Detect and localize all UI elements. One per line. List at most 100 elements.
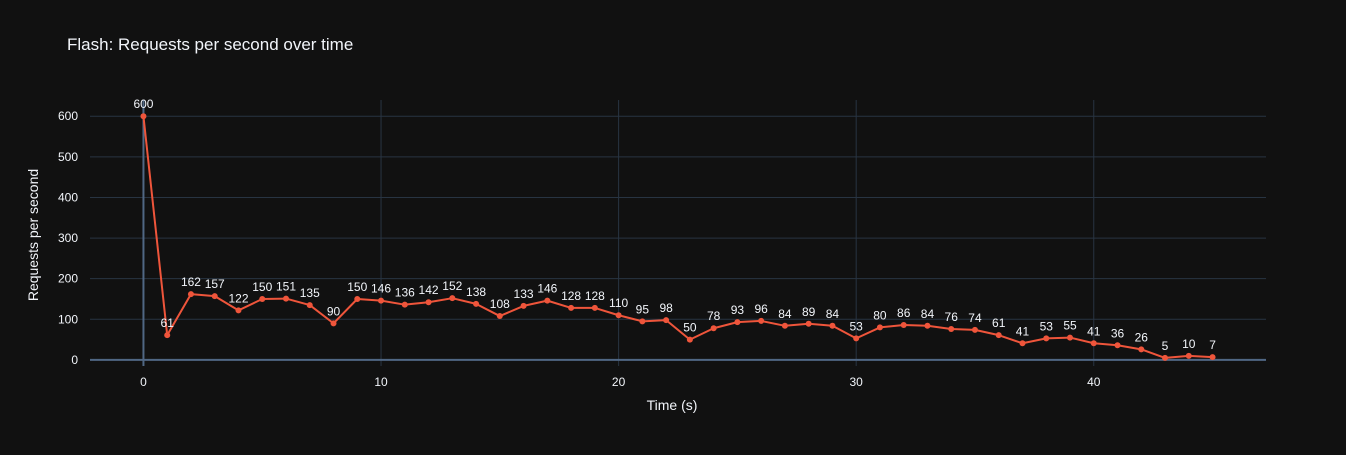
data-label: 10 bbox=[1182, 337, 1196, 351]
x-tick-label: 20 bbox=[612, 375, 626, 389]
data-label: 95 bbox=[636, 302, 650, 316]
data-label: 26 bbox=[1135, 330, 1149, 344]
data-label: 162 bbox=[181, 275, 201, 289]
data-label: 86 bbox=[897, 306, 911, 320]
data-label: 74 bbox=[968, 311, 982, 325]
data-label: 84 bbox=[921, 307, 935, 321]
data-point bbox=[1067, 334, 1073, 341]
data-label: 600 bbox=[133, 97, 153, 111]
data-point bbox=[354, 295, 361, 302]
data-point bbox=[876, 324, 883, 331]
data-point bbox=[140, 113, 147, 120]
data-point bbox=[853, 335, 860, 342]
chart-title: Flash: Requests per second over time bbox=[67, 35, 353, 54]
data-point bbox=[734, 319, 741, 326]
data-label: 84 bbox=[826, 307, 840, 321]
data-label: 90 bbox=[327, 304, 341, 318]
data-label: 61 bbox=[161, 316, 175, 330]
data-point bbox=[805, 320, 812, 327]
data-label: 41 bbox=[1087, 324, 1101, 338]
data-point bbox=[781, 322, 788, 329]
x-axis-title: Time (s) bbox=[647, 397, 698, 413]
data-label: 157 bbox=[205, 277, 225, 291]
x-tick-label: 40 bbox=[1087, 375, 1101, 389]
data-label: 122 bbox=[228, 291, 248, 305]
data-label: 136 bbox=[395, 286, 415, 300]
data-label: 150 bbox=[347, 280, 367, 294]
data-label: 152 bbox=[442, 279, 462, 293]
data-label: 96 bbox=[754, 302, 768, 316]
y-tick-label: 0 bbox=[71, 353, 78, 367]
data-label: 5 bbox=[1162, 339, 1169, 353]
data-point bbox=[330, 320, 337, 327]
data-label: 36 bbox=[1111, 326, 1125, 340]
data-point bbox=[187, 291, 194, 298]
y-axis-title: Requests per second bbox=[25, 169, 41, 301]
data-label: 93 bbox=[731, 303, 745, 317]
y-tick-label: 500 bbox=[58, 150, 78, 164]
data-point bbox=[924, 322, 931, 329]
grid-lines bbox=[90, 100, 1266, 366]
data-point bbox=[591, 304, 598, 311]
data-label: 135 bbox=[300, 286, 320, 300]
data-point bbox=[1019, 340, 1026, 347]
data-point bbox=[758, 317, 765, 324]
data-point bbox=[615, 312, 622, 319]
x-tick-label: 0 bbox=[140, 375, 147, 389]
data-label: 76 bbox=[945, 310, 959, 324]
data-point bbox=[425, 299, 432, 306]
data-point bbox=[401, 301, 408, 308]
data-point bbox=[1162, 354, 1169, 361]
data-point bbox=[710, 325, 717, 332]
data-point bbox=[259, 295, 266, 302]
y-tick-label: 400 bbox=[58, 190, 78, 204]
data-label: 110 bbox=[609, 296, 628, 310]
data-label: 84 bbox=[778, 307, 792, 321]
data-point bbox=[639, 318, 646, 325]
data-point bbox=[686, 336, 693, 343]
data-point bbox=[1043, 335, 1050, 342]
data-label: 53 bbox=[1040, 319, 1054, 333]
data-point bbox=[829, 322, 836, 329]
data-point bbox=[544, 297, 551, 304]
y-tick-label: 200 bbox=[58, 272, 78, 286]
series-line bbox=[142, 116, 1213, 359]
data-point bbox=[995, 332, 1002, 339]
data-label: 89 bbox=[802, 305, 816, 319]
data-point bbox=[235, 307, 242, 314]
data-point bbox=[971, 326, 978, 333]
data-label: 50 bbox=[683, 321, 697, 335]
data-label: 128 bbox=[585, 289, 605, 303]
data-point bbox=[378, 297, 385, 304]
data-point bbox=[948, 326, 955, 333]
data-point bbox=[520, 302, 527, 309]
data-label: 80 bbox=[873, 308, 887, 322]
data-point bbox=[496, 313, 503, 320]
data-label: 98 bbox=[659, 301, 673, 315]
x-tick-label: 30 bbox=[850, 375, 864, 389]
data-point bbox=[1090, 340, 1097, 347]
y-tick-label: 100 bbox=[58, 312, 78, 326]
data-label: 146 bbox=[371, 282, 391, 296]
data-point bbox=[568, 304, 575, 311]
data-point bbox=[1138, 346, 1145, 353]
x-tick-label: 10 bbox=[374, 375, 388, 389]
data-point bbox=[663, 317, 670, 324]
data-label: 53 bbox=[850, 319, 864, 333]
y-tick-label: 600 bbox=[58, 109, 78, 123]
data-point bbox=[473, 300, 480, 307]
data-label: 142 bbox=[419, 283, 439, 297]
data-point bbox=[900, 321, 907, 328]
data-label: 41 bbox=[1016, 324, 1030, 338]
data-label: 128 bbox=[561, 289, 581, 303]
series-line-group bbox=[140, 113, 1216, 361]
data-label: 78 bbox=[707, 309, 721, 323]
data-label: 150 bbox=[252, 280, 272, 294]
data-label: 7 bbox=[1209, 338, 1216, 352]
data-label: 138 bbox=[466, 285, 486, 299]
data-label: 146 bbox=[537, 282, 557, 296]
